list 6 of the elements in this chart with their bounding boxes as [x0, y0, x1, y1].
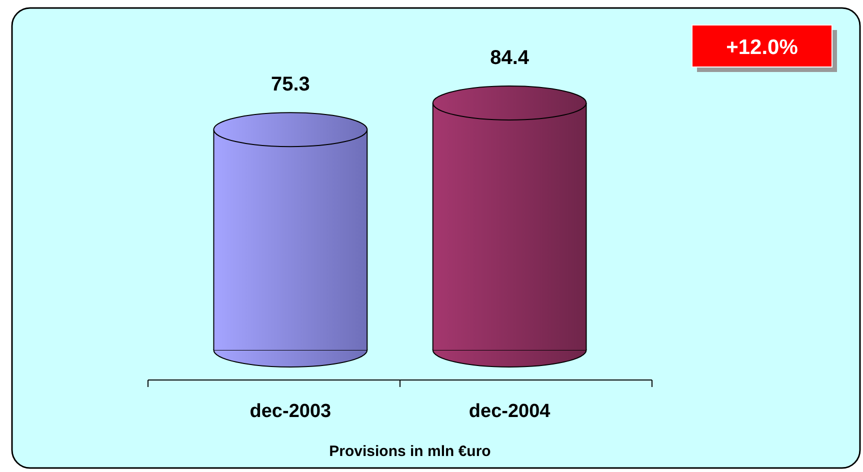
x-tick-label: dec-2003 [250, 401, 332, 422]
x-tick-label: dec-2004 [468, 401, 551, 422]
data-label: 84.4 [490, 47, 530, 69]
x-axis-title: Provisions in mln €uro [329, 443, 491, 460]
data-label: 75.3 [270, 74, 310, 96]
text: +12.0% [726, 36, 798, 59]
